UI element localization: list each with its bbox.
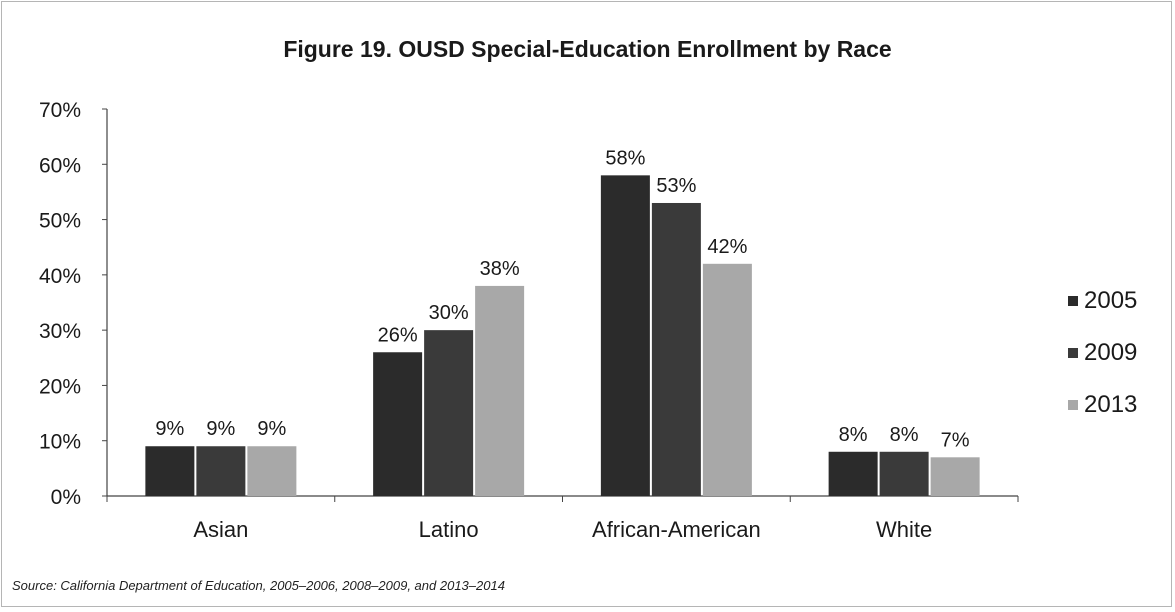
- x-tick-label: African-American: [592, 517, 761, 542]
- legend-swatch-2009: [1068, 348, 1078, 358]
- y-tick-label: 50%: [39, 210, 81, 233]
- legend-swatch-2005: [1068, 296, 1078, 306]
- bar: [145, 446, 195, 496]
- chart-legend: 2005 2009 2013: [1068, 275, 1137, 431]
- data-label: 30%: [429, 302, 469, 324]
- y-tick-label: 20%: [39, 375, 81, 398]
- y-tick-label: 60%: [39, 154, 81, 177]
- legend-swatch-2013: [1068, 400, 1078, 410]
- x-tick-label: Latino: [419, 517, 479, 542]
- bar: [424, 330, 474, 496]
- x-tick-label: White: [876, 517, 932, 542]
- bar: [879, 451, 929, 496]
- legend-item-2009: 2009: [1068, 327, 1137, 379]
- bar: [828, 451, 878, 496]
- y-tick-label: 30%: [39, 320, 81, 343]
- bar: [651, 202, 701, 496]
- source-note: Source: California Department of Educati…: [12, 578, 505, 593]
- bar: [930, 457, 980, 496]
- bar: [196, 446, 246, 496]
- data-label: 58%: [605, 147, 645, 169]
- legend-item-2005: 2005: [1068, 275, 1137, 327]
- x-tick-label: Asian: [193, 517, 248, 542]
- chart-title: Figure 19. OUSD Special-Education Enroll…: [283, 36, 892, 62]
- legend-label-2005: 2005: [1084, 287, 1138, 314]
- data-label: 38%: [480, 258, 520, 280]
- legend-item-2013: 2013: [1068, 379, 1137, 431]
- data-label: 8%: [890, 424, 919, 446]
- bar: [702, 263, 752, 496]
- y-tick-label: 70%: [39, 99, 81, 122]
- legend-label-2013: 2013: [1084, 391, 1138, 418]
- data-label: 9%: [206, 418, 235, 440]
- legend-label-2009: 2009: [1084, 339, 1138, 366]
- y-tick-label: 0%: [51, 486, 81, 509]
- bar: [247, 446, 297, 496]
- bar: [600, 175, 650, 497]
- data-label: 26%: [378, 324, 418, 346]
- data-label: 9%: [257, 418, 286, 440]
- data-label: 7%: [941, 429, 970, 451]
- bar: [475, 285, 525, 496]
- data-label: 53%: [656, 175, 696, 197]
- data-label: 42%: [707, 236, 747, 258]
- data-label: 8%: [839, 424, 868, 446]
- data-label: 9%: [155, 418, 184, 440]
- y-tick-label: 10%: [39, 431, 81, 454]
- y-tick-label: 40%: [39, 265, 81, 288]
- bar: [373, 352, 423, 496]
